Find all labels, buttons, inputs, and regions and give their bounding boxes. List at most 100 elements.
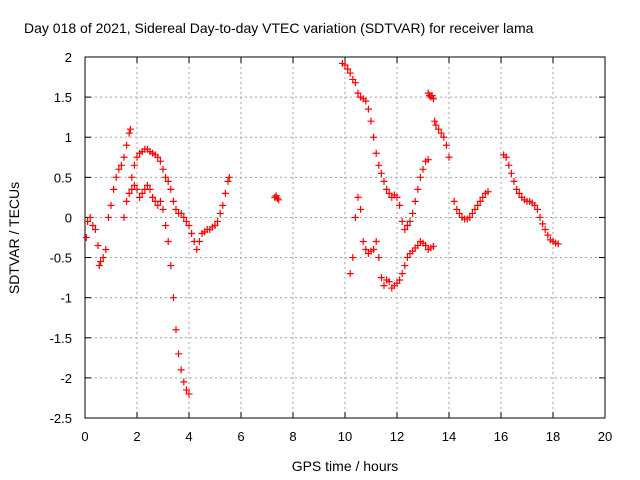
- data-point: [214, 217, 222, 225]
- data-point: [354, 193, 362, 201]
- data-point: [211, 221, 219, 229]
- data-point: [398, 217, 406, 225]
- x-axis-label: GPS time / hours: [292, 458, 399, 474]
- data-point: [133, 153, 141, 161]
- data-point: [401, 225, 409, 233]
- data-point: [429, 95, 437, 103]
- data-point: [536, 213, 544, 221]
- data-point: [346, 69, 354, 77]
- data-point: [362, 246, 370, 254]
- data-point: [156, 157, 164, 165]
- series-arc-i: [500, 151, 562, 248]
- data-point: [372, 238, 380, 246]
- data-point: [505, 161, 513, 169]
- y-tick-label: 1: [65, 130, 72, 145]
- data-point: [182, 386, 190, 394]
- data-point: [341, 61, 349, 69]
- data-point: [375, 254, 383, 262]
- data-point: [146, 185, 154, 193]
- data-point: [95, 262, 103, 270]
- x-tick-label: 2: [133, 429, 140, 444]
- series-arc-b: [128, 145, 233, 254]
- data-point: [442, 141, 450, 149]
- data-point: [385, 278, 393, 286]
- data-point: [97, 258, 105, 266]
- y-tick-label: -2.5: [50, 411, 72, 426]
- data-point: [91, 225, 99, 233]
- data-point: [396, 201, 404, 209]
- x-tick-label: 10: [338, 429, 352, 444]
- data-point: [349, 254, 357, 262]
- data-point: [120, 213, 128, 221]
- y-axis-label: SDTVAR / TECUs: [6, 182, 22, 294]
- data-point: [393, 193, 401, 201]
- data-point: [351, 79, 359, 87]
- y-tick-label: -0.5: [50, 251, 72, 266]
- series-arc-d: [271, 192, 283, 204]
- data-point: [380, 177, 388, 185]
- data-point: [484, 188, 492, 196]
- data-point: [159, 165, 167, 173]
- y-tick-label: -1.5: [50, 331, 72, 346]
- data-point: [130, 181, 138, 189]
- data-point: [554, 240, 562, 248]
- y-tick-label: 0: [65, 210, 72, 225]
- x-tick-label: 20: [598, 429, 612, 444]
- data-point: [133, 185, 141, 193]
- data-point: [169, 294, 177, 302]
- x-tick-label: 8: [289, 429, 296, 444]
- data-point: [419, 165, 427, 173]
- data-point: [221, 189, 229, 197]
- data-point: [367, 117, 375, 125]
- data-point: [401, 262, 409, 270]
- data-point: [351, 213, 359, 221]
- data-point: [424, 156, 432, 164]
- data-point: [398, 270, 406, 278]
- data-point: [167, 185, 175, 193]
- data-point: [162, 173, 170, 181]
- data-point: [377, 274, 385, 282]
- data-point: [476, 197, 484, 205]
- data-point: [359, 238, 367, 246]
- x-tick-label: 6: [237, 429, 244, 444]
- data-point: [531, 201, 539, 209]
- data-point: [159, 205, 167, 213]
- data-point: [162, 221, 170, 229]
- data-point: [130, 161, 138, 169]
- data-point: [416, 173, 424, 181]
- x-tick-labels: 0 2 4 6 8 10 12 14 16 18 20: [81, 429, 612, 444]
- data-point: [89, 221, 97, 229]
- data-point: [539, 220, 547, 228]
- data-point: [362, 97, 370, 105]
- y-tick-labels: -2.5 -2 -1.5 -1 -0.5 0 0.5 1 1.5 2: [50, 50, 72, 426]
- data-point: [502, 153, 510, 161]
- data-point: [385, 189, 393, 197]
- data-point: [172, 326, 180, 334]
- data-point: [195, 238, 203, 246]
- data-point: [154, 201, 162, 209]
- data-point: [435, 125, 443, 133]
- x-tick-label: 18: [546, 429, 560, 444]
- data-point: [224, 177, 232, 185]
- data-point: [128, 173, 136, 181]
- data-point: [515, 189, 523, 197]
- data-point: [510, 177, 518, 185]
- data-point: [143, 181, 151, 189]
- data-point: [180, 213, 188, 221]
- data-point: [445, 153, 453, 161]
- data-point: [414, 185, 422, 193]
- data-point: [112, 173, 120, 181]
- data-point: [479, 193, 487, 201]
- data-point: [471, 205, 479, 213]
- data-point: [125, 189, 133, 197]
- data-point: [357, 205, 365, 213]
- data-point: [468, 209, 476, 217]
- data-point: [164, 238, 172, 246]
- data-point: [437, 129, 445, 137]
- data-point: [110, 185, 118, 193]
- data-point: [94, 242, 102, 250]
- data-markers: [82, 59, 562, 398]
- data-point: [177, 209, 185, 217]
- data-point: [414, 242, 422, 250]
- y-tick-label: 1.5: [54, 90, 72, 105]
